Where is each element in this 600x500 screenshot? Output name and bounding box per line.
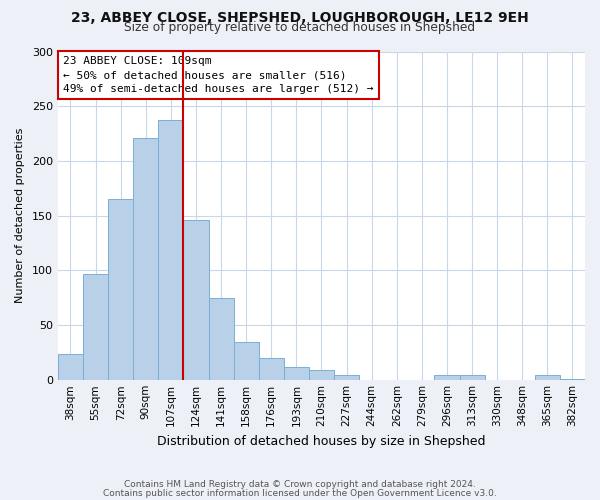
- Bar: [259, 358, 284, 380]
- Bar: [233, 342, 259, 380]
- Bar: [209, 298, 233, 380]
- Bar: [58, 354, 83, 380]
- Bar: [434, 376, 460, 380]
- X-axis label: Distribution of detached houses by size in Shepshed: Distribution of detached houses by size …: [157, 434, 486, 448]
- Bar: [535, 376, 560, 380]
- Bar: [560, 379, 585, 380]
- Text: Contains public sector information licensed under the Open Government Licence v3: Contains public sector information licen…: [103, 488, 497, 498]
- Bar: [108, 200, 133, 380]
- Bar: [334, 376, 359, 380]
- Bar: [460, 376, 485, 380]
- Y-axis label: Number of detached properties: Number of detached properties: [15, 128, 25, 304]
- Bar: [284, 366, 309, 380]
- Text: Contains HM Land Registry data © Crown copyright and database right 2024.: Contains HM Land Registry data © Crown c…: [124, 480, 476, 489]
- Text: Size of property relative to detached houses in Shepshed: Size of property relative to detached ho…: [124, 21, 476, 34]
- Text: 23, ABBEY CLOSE, SHEPSHED, LOUGHBOROUGH, LE12 9EH: 23, ABBEY CLOSE, SHEPSHED, LOUGHBOROUGH,…: [71, 11, 529, 25]
- Text: 23 ABBEY CLOSE: 109sqm
← 50% of detached houses are smaller (516)
49% of semi-de: 23 ABBEY CLOSE: 109sqm ← 50% of detached…: [63, 56, 374, 94]
- Bar: [158, 120, 184, 380]
- Bar: [184, 220, 209, 380]
- Bar: [309, 370, 334, 380]
- Bar: [133, 138, 158, 380]
- Bar: [83, 274, 108, 380]
